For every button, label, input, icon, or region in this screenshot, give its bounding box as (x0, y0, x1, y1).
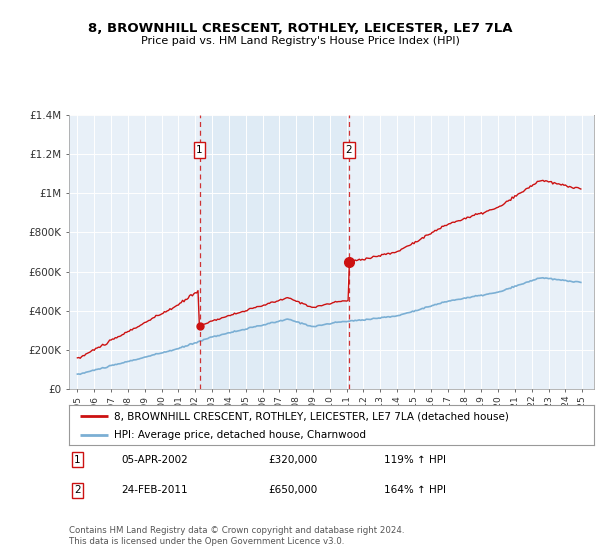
Text: 2: 2 (74, 486, 81, 496)
Text: Contains HM Land Registry data © Crown copyright and database right 2024.
This d: Contains HM Land Registry data © Crown c… (69, 526, 404, 546)
Text: 8, BROWNHILL CRESCENT, ROTHLEY, LEICESTER, LE7 7LA (detached house): 8, BROWNHILL CRESCENT, ROTHLEY, LEICESTE… (113, 411, 509, 421)
Text: HPI: Average price, detached house, Charnwood: HPI: Average price, detached house, Char… (113, 430, 365, 440)
Text: £650,000: £650,000 (269, 486, 318, 496)
Text: 24-FEB-2011: 24-FEB-2011 (121, 486, 188, 496)
Text: 05-APR-2002: 05-APR-2002 (121, 455, 188, 465)
Text: 164% ↑ HPI: 164% ↑ HPI (384, 486, 446, 496)
Text: £320,000: £320,000 (269, 455, 318, 465)
Text: 1: 1 (74, 455, 81, 465)
Text: 2: 2 (346, 145, 352, 155)
Bar (200, 115, 349, 389)
Text: Price paid vs. HM Land Registry's House Price Index (HPI): Price paid vs. HM Land Registry's House … (140, 36, 460, 46)
Text: 119% ↑ HPI: 119% ↑ HPI (384, 455, 446, 465)
Text: 8, BROWNHILL CRESCENT, ROTHLEY, LEICESTER, LE7 7LA: 8, BROWNHILL CRESCENT, ROTHLEY, LEICESTE… (88, 22, 512, 35)
Text: 1: 1 (196, 145, 203, 155)
